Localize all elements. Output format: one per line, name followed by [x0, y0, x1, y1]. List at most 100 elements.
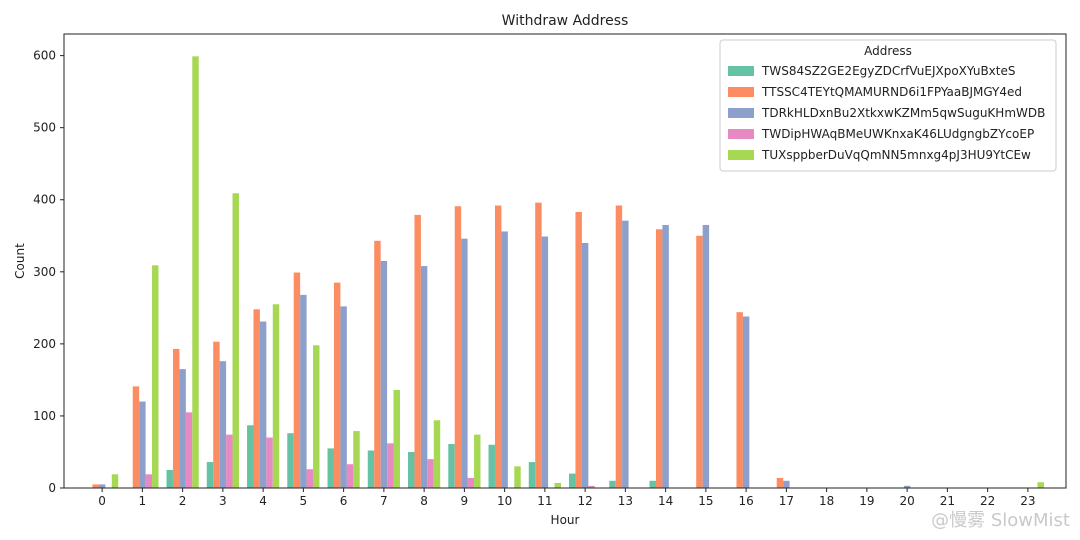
bar — [575, 212, 582, 488]
bar — [903, 485, 911, 488]
x-tick-label: 3 — [219, 494, 227, 508]
bar — [346, 464, 354, 488]
x-tick-label: 14 — [658, 494, 673, 508]
bar — [152, 265, 159, 488]
x-tick-label: 8 — [420, 494, 428, 508]
bar — [287, 433, 294, 488]
bar — [514, 466, 521, 488]
y-tick-label: 500 — [33, 121, 56, 135]
bar — [662, 224, 669, 488]
bar — [615, 205, 623, 488]
x-tick-label: 6 — [340, 494, 348, 508]
x-tick-label: 15 — [698, 494, 713, 508]
legend-swatch — [728, 108, 754, 118]
bar — [92, 484, 99, 488]
bar — [528, 462, 536, 488]
legend-box — [719, 39, 1057, 172]
watermark: @慢雾 SlowMist — [931, 510, 1070, 531]
bar — [541, 236, 549, 488]
y-tick-label: 100 — [33, 409, 56, 423]
bar — [247, 425, 254, 488]
bar — [420, 266, 428, 488]
bar — [433, 420, 441, 488]
bar — [783, 480, 790, 488]
bar — [467, 477, 475, 488]
bar — [185, 412, 193, 488]
x-tick-label: 13 — [618, 494, 633, 508]
legend-swatch — [728, 129, 754, 139]
bar — [192, 56, 199, 489]
chart-title: Withdraw Address — [502, 13, 629, 29]
bar — [461, 238, 468, 488]
legend-swatch — [728, 87, 754, 97]
bar — [554, 482, 561, 488]
bar — [448, 444, 455, 488]
bar — [454, 206, 462, 489]
x-tick-label: 16 — [738, 494, 753, 508]
bar — [649, 480, 656, 488]
bar — [139, 401, 146, 488]
bar — [702, 224, 710, 488]
legend-label: TDRkHLDxnBu2XtkxwKZMm5qwSuguKHmWDB — [761, 106, 1045, 120]
x-tick-label: 10 — [497, 494, 512, 508]
x-tick-label: 21 — [940, 494, 955, 508]
bar — [253, 309, 260, 488]
x-tick-label: 4 — [259, 494, 267, 508]
bar — [501, 231, 508, 488]
bar — [306, 469, 314, 488]
x-tick-label: 19 — [859, 494, 874, 508]
bar — [696, 235, 703, 488]
bar — [776, 477, 784, 488]
x-tick-label: 12 — [577, 494, 592, 508]
legend-label: TWS84SZ2GE2EgyZDCrfVuEJXpoXYuBxteS — [761, 64, 1016, 78]
bar — [474, 434, 481, 488]
bar — [333, 282, 341, 488]
bar — [609, 480, 616, 488]
x-tick-label: 0 — [98, 494, 106, 508]
y-tick-label: 400 — [33, 193, 56, 207]
bar — [213, 341, 220, 488]
plot-frame — [63, 33, 1067, 489]
y-tick-label: 600 — [33, 49, 56, 63]
x-tick-label: 17 — [779, 494, 794, 508]
x-tick-label: 9 — [461, 494, 469, 508]
bar — [588, 485, 595, 488]
bar — [535, 202, 542, 488]
bar — [387, 443, 394, 488]
bar — [166, 469, 173, 488]
bar — [367, 450, 375, 488]
legend-title: Address — [864, 44, 912, 58]
x-tick-label: 22 — [980, 494, 995, 508]
bar — [1037, 482, 1044, 488]
bar — [219, 361, 227, 488]
bar — [132, 386, 140, 488]
legend-swatch — [728, 66, 754, 76]
bar — [300, 294, 307, 488]
bar — [327, 448, 334, 488]
bar — [266, 437, 273, 488]
x-tick-label: 5 — [300, 494, 308, 508]
bar — [488, 444, 495, 488]
bar — [569, 473, 576, 488]
bar — [145, 474, 153, 488]
bar — [374, 240, 381, 488]
bar — [259, 321, 267, 488]
bar — [414, 214, 421, 488]
legend-label: TWDipHWAqBMeUWKnxaK46LUdgngbZYcoEP — [761, 127, 1034, 141]
bar — [226, 434, 233, 488]
bar — [393, 389, 400, 488]
y-axis-label: Count — [13, 243, 27, 279]
bar — [206, 462, 214, 488]
legend-label: TTSSC4TEYtQMAMURND6i1FPYaaBJMGY4ed — [761, 85, 1022, 99]
bar — [736, 312, 743, 488]
legend-label: TUXsppberDuVqQmNN5mnxg4pJ3HU9YtCEw — [761, 148, 1031, 162]
x-tick-label: 23 — [1020, 494, 1035, 508]
bar — [581, 242, 589, 488]
bar — [427, 459, 434, 488]
x-tick-label: 18 — [819, 494, 834, 508]
bar — [742, 316, 750, 488]
x-tick-label: 11 — [537, 494, 552, 508]
legend: Address TWS84SZ2GE2EgyZDCrfVuEJXpoXYuBxte… — [719, 39, 1057, 172]
bar — [353, 431, 360, 488]
